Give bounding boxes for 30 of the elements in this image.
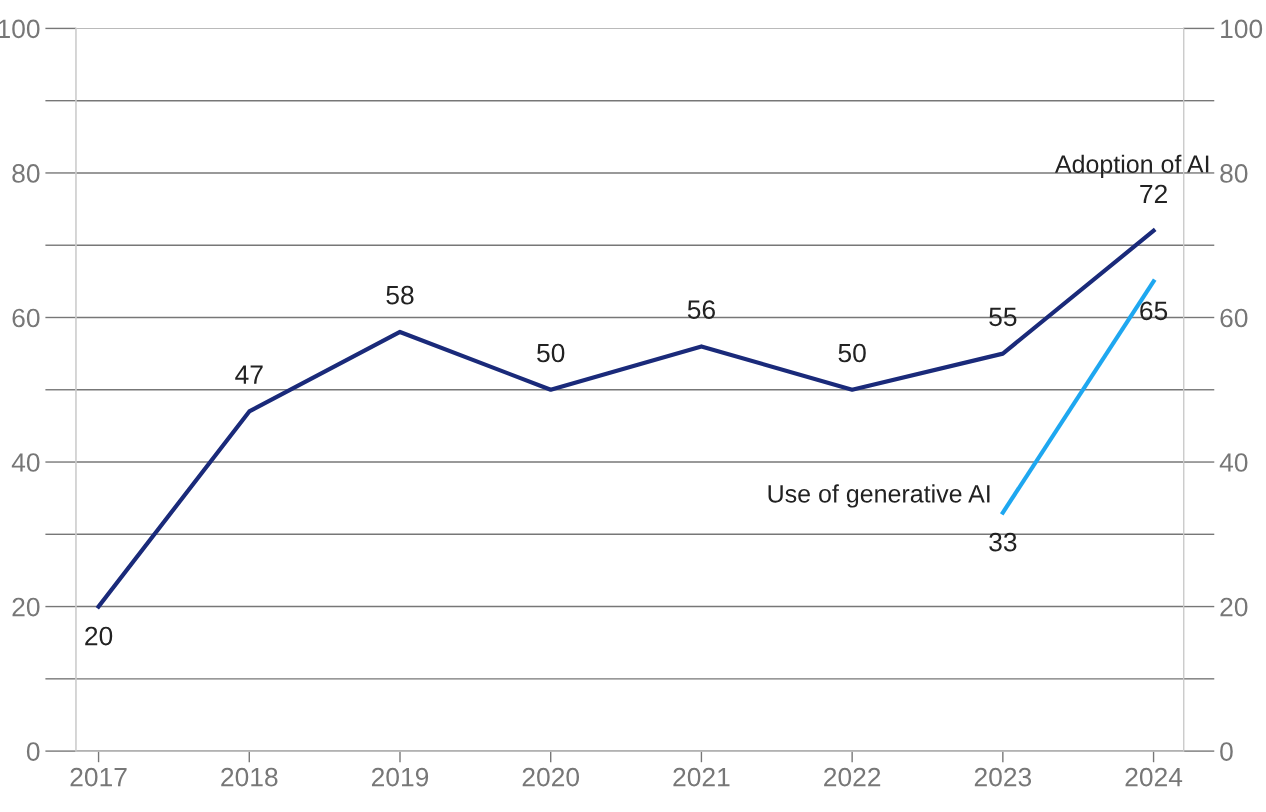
data-label: 33 (989, 532, 1017, 552)
y-tick-label: 40 (11, 453, 40, 472)
y2-tick-label: 80 (1220, 164, 1248, 183)
y2-tick-label: 40 (1219, 453, 1248, 472)
x-tick-label: 2017 (70, 767, 127, 787)
y-tick-label: 60 (12, 308, 40, 328)
data-label: 50 (537, 343, 565, 363)
y-tick-label: 0 (26, 742, 40, 761)
text: Adoption of AI (1054, 154, 1209, 178)
data-label: 56 (687, 300, 715, 319)
data-label: 58 (386, 285, 414, 305)
y2-tick-label: 20 (1220, 597, 1248, 617)
y2-tick-label: 100 (1221, 19, 1263, 39)
series-label: Use of generative AI (768, 484, 990, 508)
y2-tick-label: 0 (1220, 742, 1233, 761)
x-tick-label: 2019 (371, 767, 429, 787)
x-tick-label: 2018 (221, 767, 278, 787)
data-label: 20 (85, 626, 113, 646)
x-tick-label: 2021 (673, 767, 730, 787)
y-tick-label: 80 (12, 164, 40, 183)
x-tick-label: 2024 (1125, 767, 1183, 787)
data-label: 50 (838, 343, 866, 363)
data-label: 47 (235, 365, 263, 384)
data-label: 72 (1140, 184, 1167, 204)
y2-tick-label: 60 (1220, 308, 1248, 328)
x-tick-label: 2022 (824, 767, 881, 787)
x-tick-label: 2023 (974, 767, 1032, 787)
x-tick-label: 2020 (522, 767, 580, 787)
y-tick-label: 20 (12, 597, 40, 617)
data-label: 65 (1140, 301, 1168, 321)
